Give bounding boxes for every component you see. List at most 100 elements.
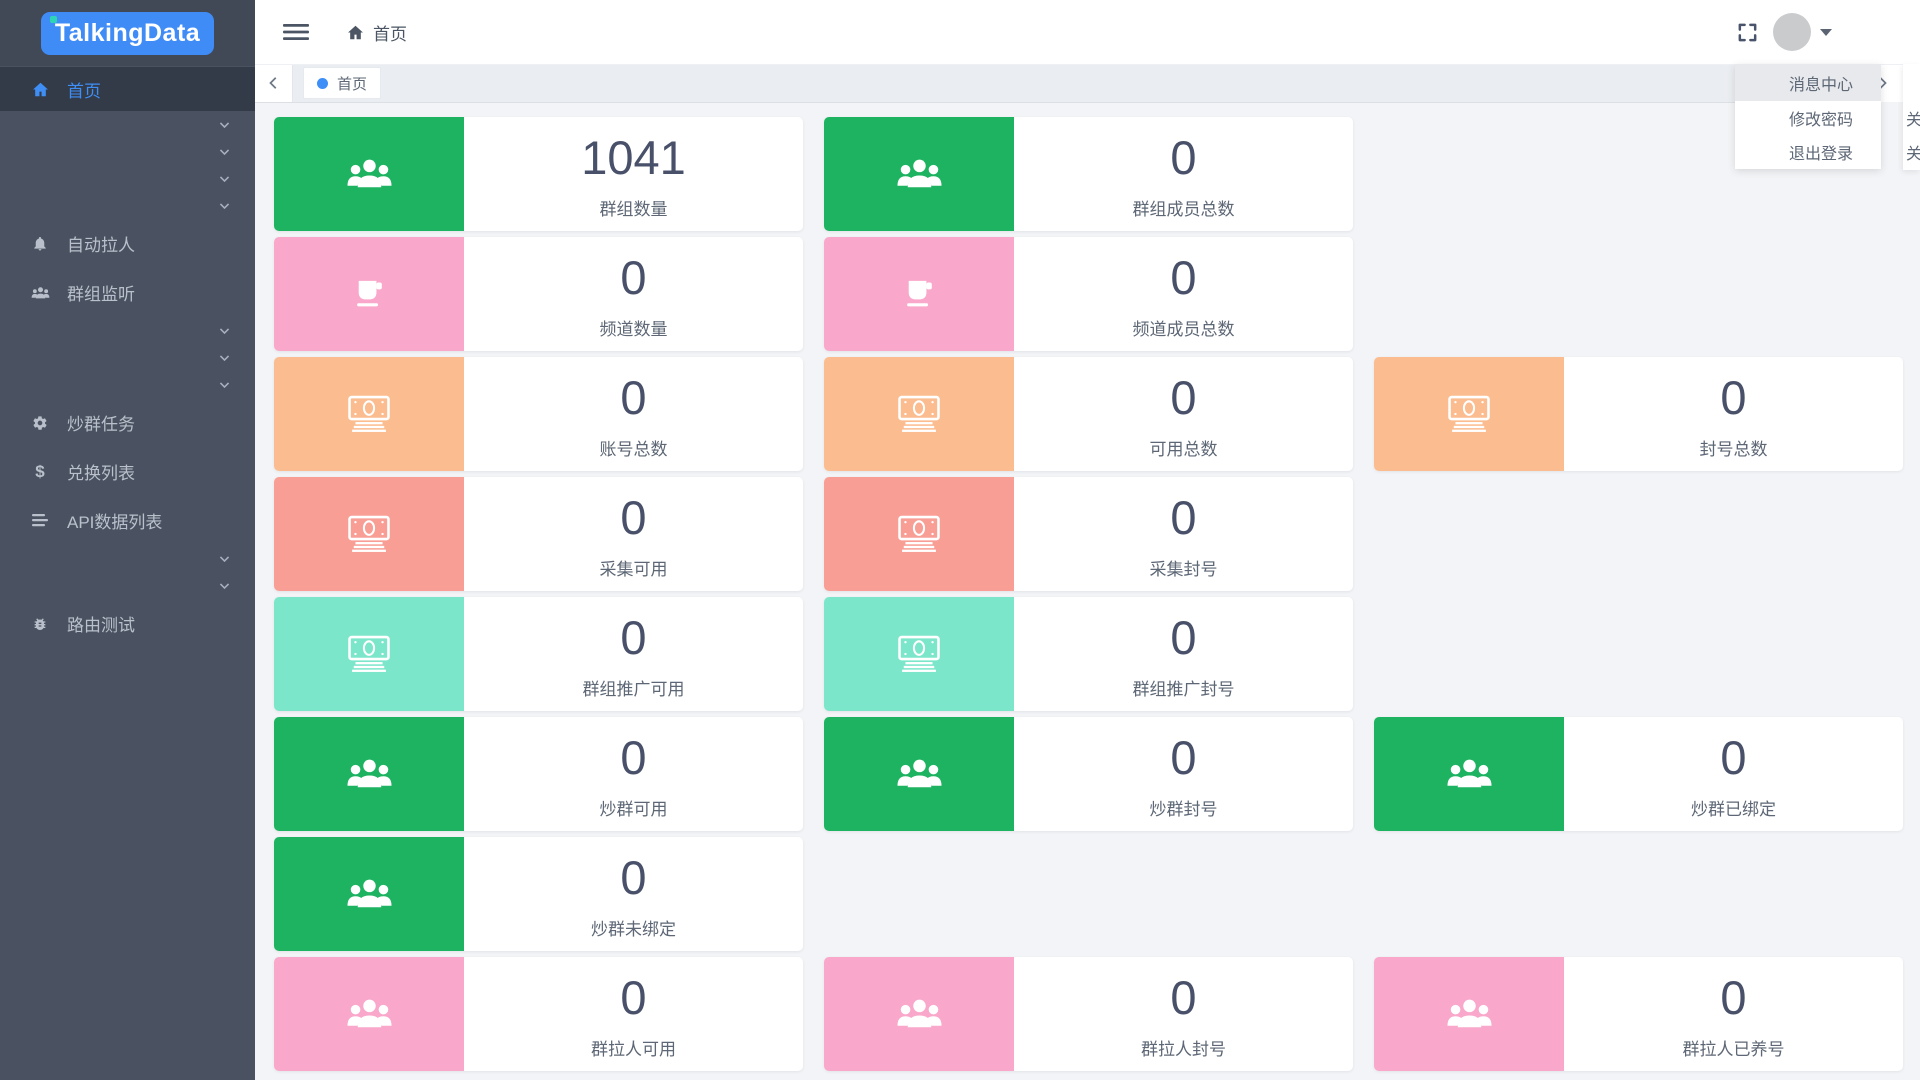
user-dropdown-menu: 消息中心 修改密码 退出登录 [1735,64,1881,169]
stat-card-body: 0 频道成员总数 [1014,237,1353,351]
stat-card: 0 群组推广封号 [824,597,1353,711]
stat-card-body: 0 炒群封号 [1014,717,1353,831]
logo-text: TalkingData [54,18,201,47]
stat-label: 炒群可用 [599,800,668,819]
stat-cards-grid: 1041 群组数量 0 群组成员总数 0 频道数量 0 频道成员总数 0 账号总数 0 可用总数 0 封号… [274,117,1920,1071]
clipped-menu-item[interactable]: 关 [1906,112,1920,129]
list-icon [30,514,50,527]
stat-label: 可用总数 [1149,440,1218,459]
tab-scroll-left-button[interactable] [255,64,293,102]
stat-card: 0 账号总数 [274,357,803,471]
top-header: 首页 [255,0,1920,65]
menu-item-logout[interactable]: 退出登录 [1788,146,1853,163]
sidebar-item-users[interactable]: 群组监听 [0,268,255,317]
stat-value: 0 [1720,371,1747,424]
stat-value: 0 [620,491,647,544]
stat-value: 0 [620,851,647,904]
stat-label: 群组推广可用 [582,680,685,699]
bell-icon [30,235,50,252]
fullscreen-icon[interactable] [1736,21,1759,44]
cup-icon [274,237,464,351]
sidebar-item-bell[interactable]: 自动拉人 [0,219,255,268]
stat-value: 0 [1170,251,1197,304]
sidebar-item-collapsed[interactable] [0,192,255,219]
stat-card: 0 频道成员总数 [824,237,1353,351]
users-icon [30,286,50,300]
gear-icon [30,415,50,431]
stat-value: 0 [1170,971,1197,1024]
stat-value: 0 [620,731,647,784]
sidebar-item-collapsed[interactable] [0,344,255,371]
sidebar-item-collapsed[interactable] [0,317,255,344]
money-icon [824,357,1014,471]
sidebar-item-label: API数据列表 [67,513,163,532]
stat-value: 0 [620,251,647,304]
stat-card: 0 炒群封号 [824,717,1353,831]
stat-card-body: 0 频道数量 [464,237,803,351]
tab-home[interactable]: 首页 [303,67,382,99]
money-icon [824,477,1014,591]
stat-label: 采集可用 [599,560,668,579]
stat-card-body: 0 群拉人封号 [1014,957,1353,1071]
talkingdata-logo[interactable]: TalkingData [40,11,215,55]
stat-card: 0 群拉人可用 [274,957,803,1071]
hamburger-icon[interactable] [283,22,309,42]
menu-item-change-password[interactable]: 修改密码 [1788,112,1853,129]
cup-icon [824,237,1014,351]
chevron-down-icon [218,579,231,592]
card-row: 0 炒群可用 0 炒群封号 0 炒群已绑定 [274,717,1920,831]
user-avatar-button[interactable] [1773,13,1832,51]
stat-value: 0 [1170,131,1197,184]
stat-card: 0 群组推广可用 [274,597,803,711]
sidebar-item-home[interactable]: 首页 [0,67,255,111]
stat-value: 0 [1170,371,1197,424]
chevron-down-icon [218,324,231,337]
stat-label: 炒群未绑定 [591,920,676,939]
stat-label: 炒群已绑定 [1691,800,1776,819]
money-icon [274,597,464,711]
stat-card: 1041 群组数量 [274,117,803,231]
sidebar-item-collapsed[interactable] [0,111,255,138]
sidebar-item-label: 炒群任务 [67,415,135,434]
stat-card-body: 0 采集可用 [464,477,803,591]
stat-value: 0 [1170,731,1197,784]
sidebar-item-collapsed[interactable] [0,165,255,192]
stat-value: 0 [620,611,647,664]
stat-card-body: 0 群拉人可用 [464,957,803,1071]
sidebar-item-collapsed[interactable] [0,572,255,599]
stat-card: 0 群拉人已养号 [1374,957,1903,1071]
stat-label: 频道数量 [599,320,668,339]
sidebar-item-list[interactable]: API数据列表 [0,496,255,545]
breadcrumb-label: 首页 [373,24,407,44]
active-tab-dot [317,77,328,89]
sidebar-item-collapsed[interactable] [0,371,255,398]
stat-card-body: 0 账号总数 [464,357,803,471]
dollar-icon: $ [35,462,45,481]
sidebar-item-bug[interactable]: 路由测试 [0,599,255,648]
stat-label: 群拉人可用 [591,1040,676,1059]
sidebar-item-collapsed[interactable] [0,545,255,572]
stat-label: 账号总数 [599,440,668,459]
clipped-menu-item[interactable]: 关 [1906,146,1920,163]
money-icon [274,357,464,471]
clipped-context-menu: 关 关 [1903,64,1920,170]
menu-item-message-center[interactable]: 消息中心 [1735,64,1881,101]
header-right [1736,13,1832,51]
sidebar-item-gear[interactable]: 炒群任务 [0,398,255,447]
users-icon [274,117,464,231]
breadcrumb[interactable]: 首页 [347,20,407,45]
stat-card: 0 群拉人封号 [824,957,1353,1071]
home-icon [30,81,50,98]
stat-card-body: 0 群组推广可用 [464,597,803,711]
logo-teal-dot [49,15,57,23]
sidebar-item-collapsed[interactable] [0,138,255,165]
chevron-down-icon [218,172,231,185]
tab-bar: 首页 [255,64,1906,103]
sidebar-item-dollar[interactable]: $ 兑换列表 [0,447,255,496]
stat-label: 群组成员总数 [1132,200,1235,219]
stat-card-body: 1041 群组数量 [464,117,803,231]
stat-card: 0 炒群可用 [274,717,803,831]
users-icon [274,837,464,951]
stat-card-body: 0 炒群未绑定 [464,837,803,951]
stat-value: 0 [620,971,647,1024]
